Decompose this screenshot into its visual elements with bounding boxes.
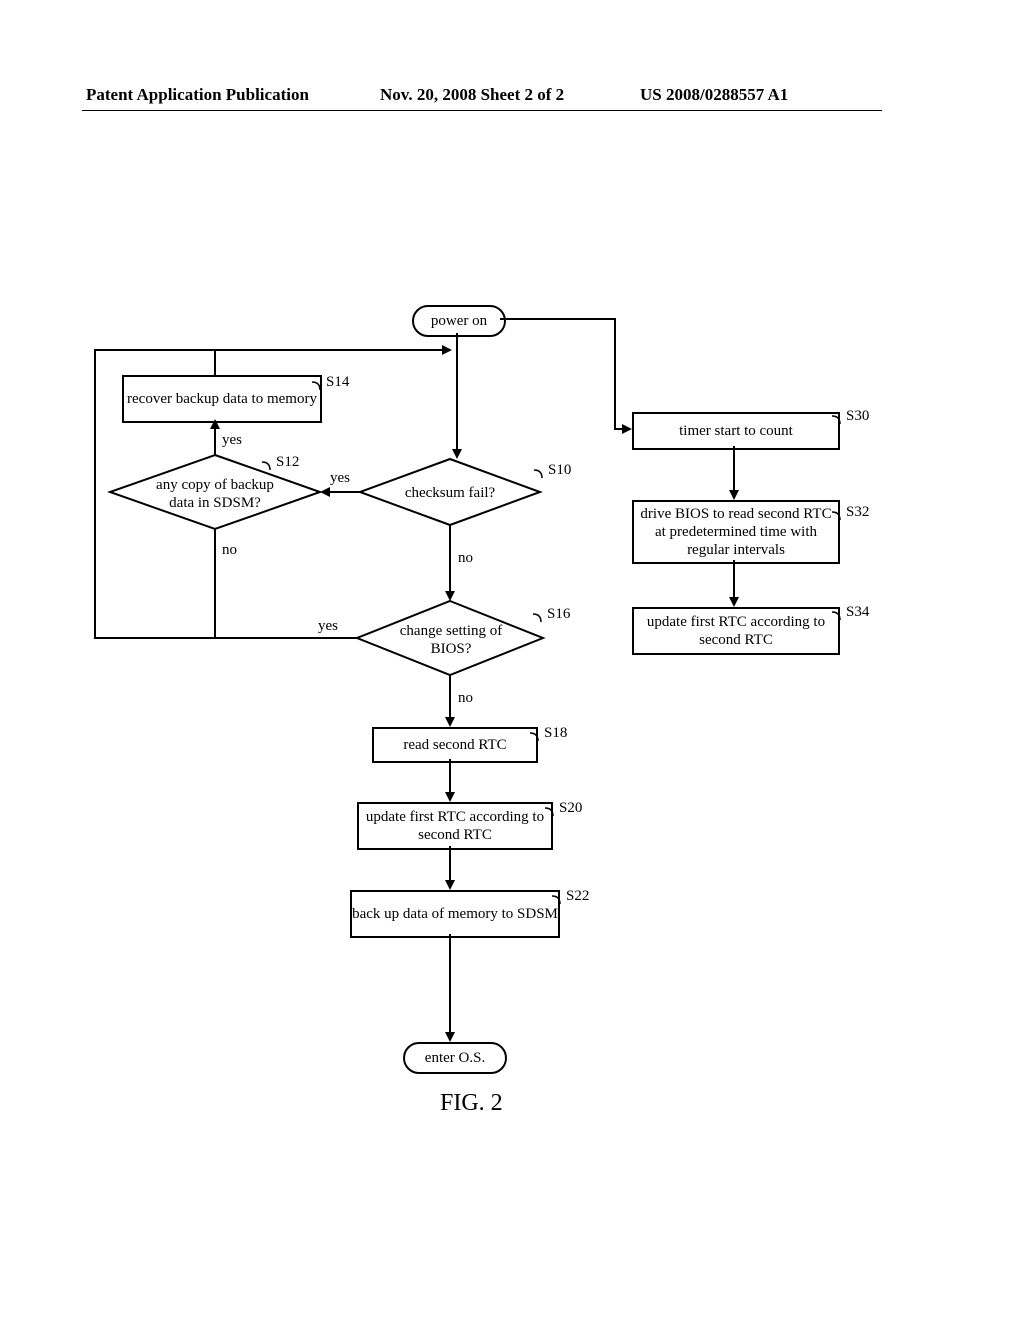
terminator-enter-os-label: enter O.S. [425, 1050, 485, 1067]
process-s30-text: timer start to count [679, 422, 793, 440]
step-s10: S10 [548, 462, 571, 479]
process-s22: back up data of memory to SDSM [350, 890, 560, 938]
arrowhead-9 [445, 1032, 455, 1042]
step-s18: S18 [544, 725, 567, 742]
terminator-enter-os: enter O.S. [403, 1042, 507, 1074]
arrowhead-3 [445, 591, 455, 601]
process-s30: timer start to count [632, 412, 840, 450]
decision-s12-text: any copy of backup data in SDSM? [135, 476, 295, 512]
label-s12-yes: yes [222, 432, 242, 449]
process-s20-text: update first RTC according to second RTC [359, 808, 551, 844]
edge-poweron-s30 [500, 319, 630, 429]
arrowhead-12 [729, 597, 739, 607]
figure-label: FIG. 2 [440, 1090, 503, 1117]
step-s34: S34 [846, 604, 869, 621]
arrowhead-10 [622, 424, 632, 434]
arrowhead-1 [452, 449, 462, 459]
process-s22-text: back up data of memory to SDSM [352, 905, 558, 923]
process-s18: read second RTC [372, 727, 538, 763]
hook-s10 [534, 470, 542, 478]
process-s34: update first RTC according to second RTC [632, 607, 840, 655]
arrowhead-5 [442, 345, 452, 355]
header-rule [82, 110, 882, 111]
arrowhead-7 [445, 792, 455, 802]
step-s32: S32 [846, 504, 869, 521]
header-right: US 2008/0288557 A1 [640, 85, 788, 105]
label-s10-yes: yes [330, 470, 350, 487]
label-s10-no: no [458, 550, 473, 567]
terminator-power-on: power on [412, 305, 506, 337]
arrowhead-2 [320, 487, 330, 497]
label-s16-yes: yes [318, 618, 338, 635]
arrowhead-6 [445, 717, 455, 727]
label-s12-no: no [222, 542, 237, 559]
step-s30: S30 [846, 408, 869, 425]
label-s16-no: no [458, 690, 473, 707]
process-s14: recover backup data to memory [122, 375, 322, 423]
step-s14: S14 [326, 374, 349, 391]
process-s34-text: update first RTC according to second RTC [634, 613, 838, 649]
edge-s14-merge [215, 350, 450, 375]
hook-s16 [533, 614, 541, 622]
process-s14-text: recover backup data to memory [127, 390, 317, 408]
terminator-power-on-label: power on [431, 313, 487, 330]
header-center: Nov. 20, 2008 Sheet 2 of 2 [380, 85, 564, 105]
process-s18-text: read second RTC [403, 736, 506, 754]
flowchart-canvas: power on enter O.S. recover backup data … [0, 180, 1024, 1180]
flowchart-svg [0, 180, 1024, 1180]
process-s32-text: drive BIOS to read second RTC at predete… [634, 505, 838, 559]
step-s12: S12 [276, 454, 299, 471]
step-s16: S16 [547, 606, 570, 623]
step-s20: S20 [559, 800, 582, 817]
header-left: Patent Application Publication [86, 85, 309, 105]
decision-s10-text: checksum fail? [380, 484, 520, 502]
arrowhead-11 [729, 490, 739, 500]
step-s22: S22 [566, 888, 589, 905]
decision-s16-text: change setting of BIOS? [376, 622, 526, 658]
hook-s12 [262, 462, 270, 470]
process-s32: drive BIOS to read second RTC at predete… [632, 500, 840, 564]
process-s20: update first RTC according to second RTC [357, 802, 553, 850]
arrowhead-8 [445, 880, 455, 890]
